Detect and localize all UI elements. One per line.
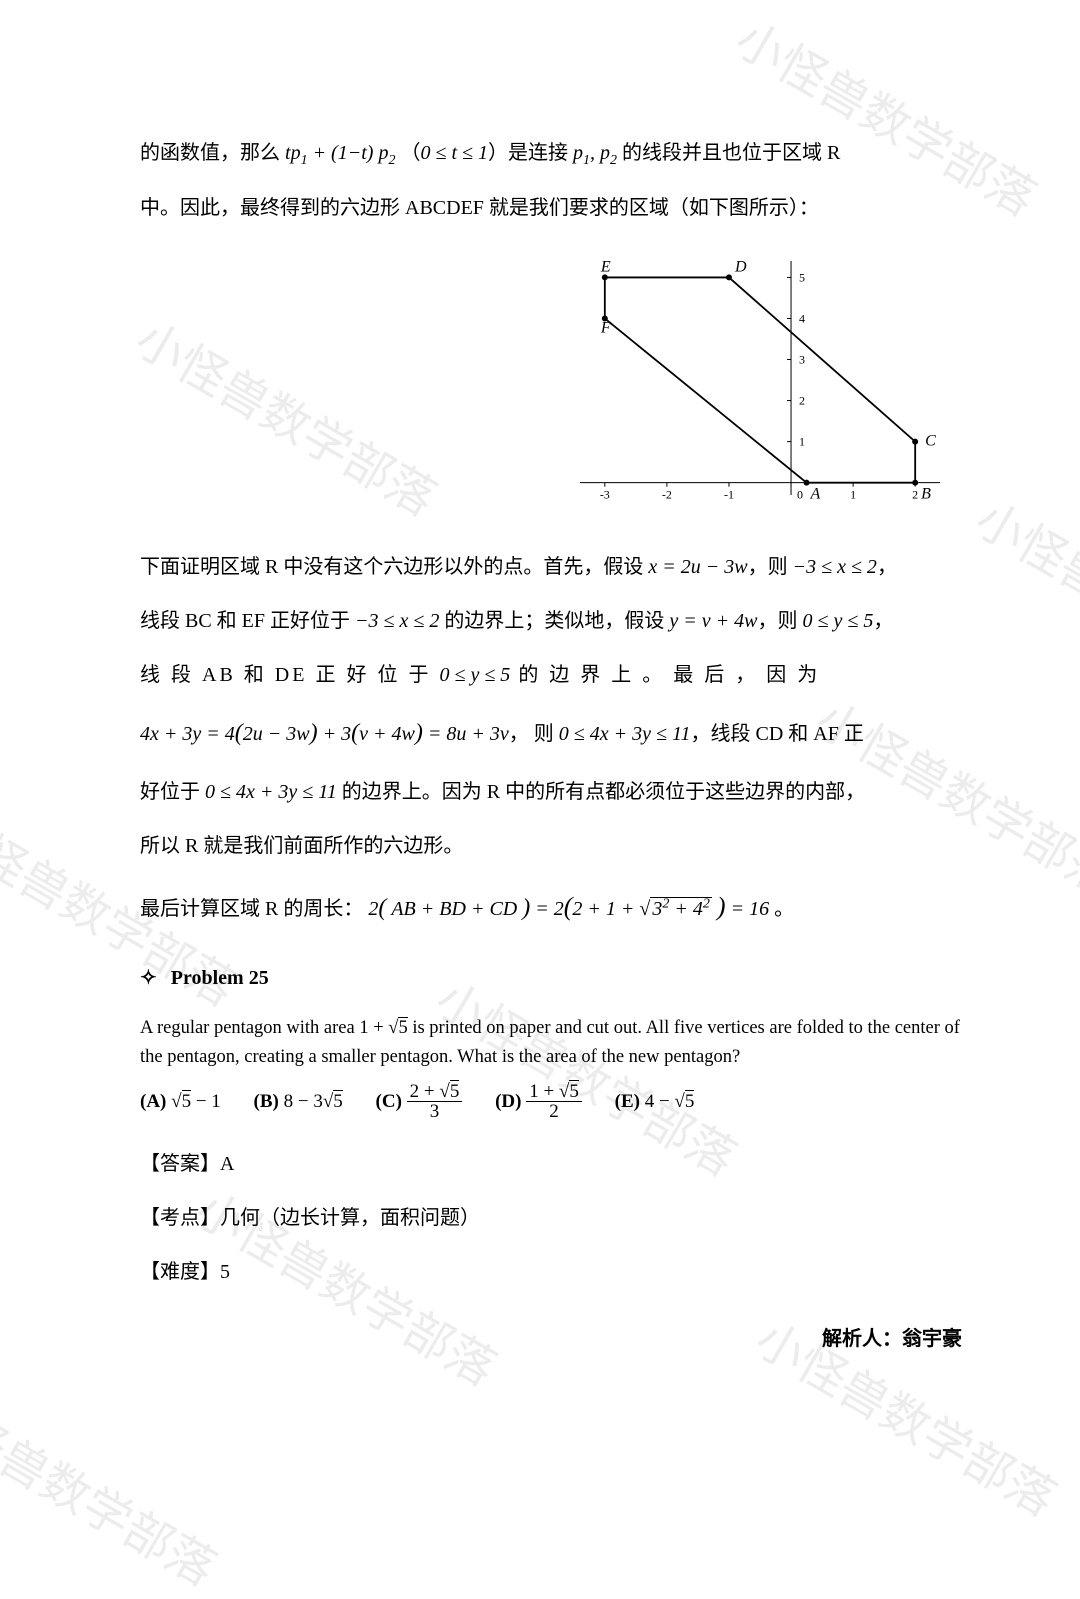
svg-text:3: 3: [799, 353, 805, 367]
svg-text:1: 1: [850, 488, 856, 502]
paragraph-6: 4x + 3y = 4(2u − 3w) + 3(v + 4w) = 8u + …: [140, 706, 970, 761]
svg-text:-3: -3: [600, 488, 610, 502]
problem-heading: ✧Problem 25: [140, 965, 970, 990]
hexagon-graph: -3 -2 -1 1 2 0 1 2 3 4 5 A B C D E F: [140, 241, 970, 526]
choice-b: (B) 8 − 3√5: [254, 1091, 343, 1113]
paragraph-4: 线段 BC 和 EF 正好位于 −3 ≤ x ≤ 2 的边界上；类似地，假设 y…: [140, 598, 970, 644]
answer-line: 【答案】A: [140, 1140, 970, 1188]
svg-text:-1: -1: [724, 488, 734, 502]
paragraph-5: 线 段 AB 和 DE 正 好 位 于 0 ≤ y ≤ 5 的 边 界 上 。 …: [140, 652, 970, 698]
svg-text:A: A: [810, 486, 821, 503]
svg-text:D: D: [734, 259, 747, 276]
svg-text:5: 5: [799, 271, 805, 285]
topic-line: 【考点】几何（边长计算，面积问题）: [140, 1194, 970, 1242]
choice-e: (E) 4 − √5: [615, 1091, 695, 1113]
paragraph-7: 好位于 0 ≤ 4x + 3y ≤ 11 的边界上。因为 R 中的所有点都必须位…: [140, 769, 970, 815]
problem-statement: A regular pentagon with area 1 + √5 is p…: [140, 1014, 970, 1071]
paragraph-1: 的函数值，那么 tp1 + (1−t) p2 （0 ≤ t ≤ 1）是连接 p1…: [140, 130, 970, 177]
paragraph-2: 中。因此，最终得到的六边形 ABCDEF 就是我们要求的区域（如下图所示）：: [140, 185, 970, 231]
svg-text:2: 2: [912, 488, 918, 502]
difficulty-line: 【难度】5: [140, 1248, 970, 1296]
diamond-icon: ✧: [140, 967, 157, 989]
svg-text:2: 2: [799, 394, 805, 408]
svg-text:1: 1: [799, 435, 805, 449]
paragraph-8: 所以 R 就是我们前面所作的六边形。: [140, 823, 970, 869]
svg-text:F: F: [600, 320, 611, 337]
paragraph-9: 最后计算区域 R 的周长： 2( AB + BD + CD ) = 2(2 + …: [140, 877, 970, 937]
math-inline: tp1 + (1−t) p2: [285, 142, 395, 164]
choice-c: (C) 2 + √53: [376, 1082, 463, 1123]
svg-text:C: C: [925, 433, 936, 450]
choice-a: (A) √5 − 1: [140, 1091, 221, 1113]
choice-d: (D) 1 + √52: [495, 1082, 582, 1123]
answer-choices: (A) √5 − 1 (B) 8 − 3√5 (C) 2 + √53 (D) 1…: [140, 1082, 970, 1123]
svg-text:B: B: [921, 486, 931, 503]
watermark-text: 小怪兽数学部落: [0, 1371, 231, 1599]
svg-text:E: E: [600, 259, 611, 276]
solver-line: 解析人：翁宇豪: [140, 1322, 962, 1351]
svg-text:-2: -2: [662, 488, 672, 502]
svg-text:0: 0: [797, 488, 803, 502]
svg-text:4: 4: [799, 312, 805, 326]
paragraph-3: 下面证明区域 R 中没有这个六边形以外的点。首先，假设 x = 2u − 3w，…: [140, 544, 970, 590]
watermark-text: 小怪兽数学部落: [965, 481, 1080, 710]
